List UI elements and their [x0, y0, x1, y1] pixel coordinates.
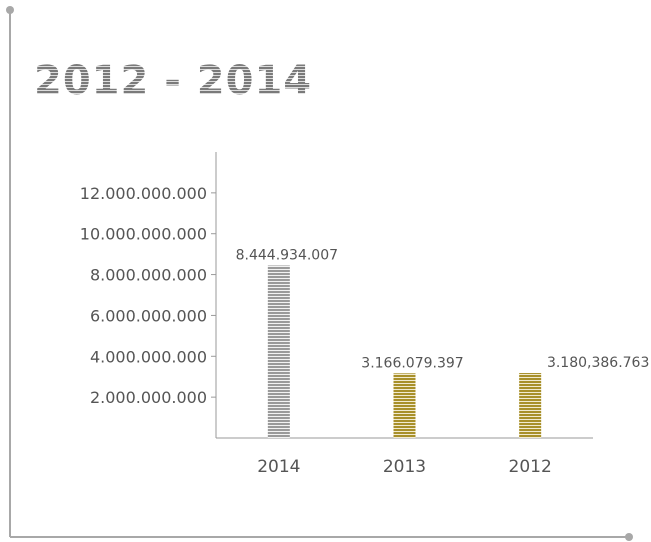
y-tick-label: 2.000.000.000	[90, 388, 207, 407]
y-tick-label: 6.000.000.000	[90, 306, 207, 325]
x-tick-label: 2013	[383, 457, 426, 477]
y-tick-label: 8.000.000.000	[90, 266, 207, 285]
y-tick-label: 4.000.000.000	[90, 347, 207, 366]
bar-2012	[519, 373, 542, 438]
x-tick-label: 2012	[509, 457, 552, 477]
data-label: 3.180,386.763	[547, 355, 649, 371]
bar-2013	[393, 373, 416, 438]
frame-dot-bottom-right	[625, 533, 633, 541]
chart-title: 2012 - 2014	[34, 58, 313, 104]
y-tick-label: 12.000.000.000	[80, 184, 207, 203]
data-label: 3.166.079.397	[361, 355, 463, 371]
data-label: 8.444.934.007	[236, 247, 338, 263]
x-tick-label: 2014	[257, 457, 300, 477]
y-tick-label: 10.000.000.000	[80, 225, 207, 244]
bar-2014	[267, 265, 290, 438]
